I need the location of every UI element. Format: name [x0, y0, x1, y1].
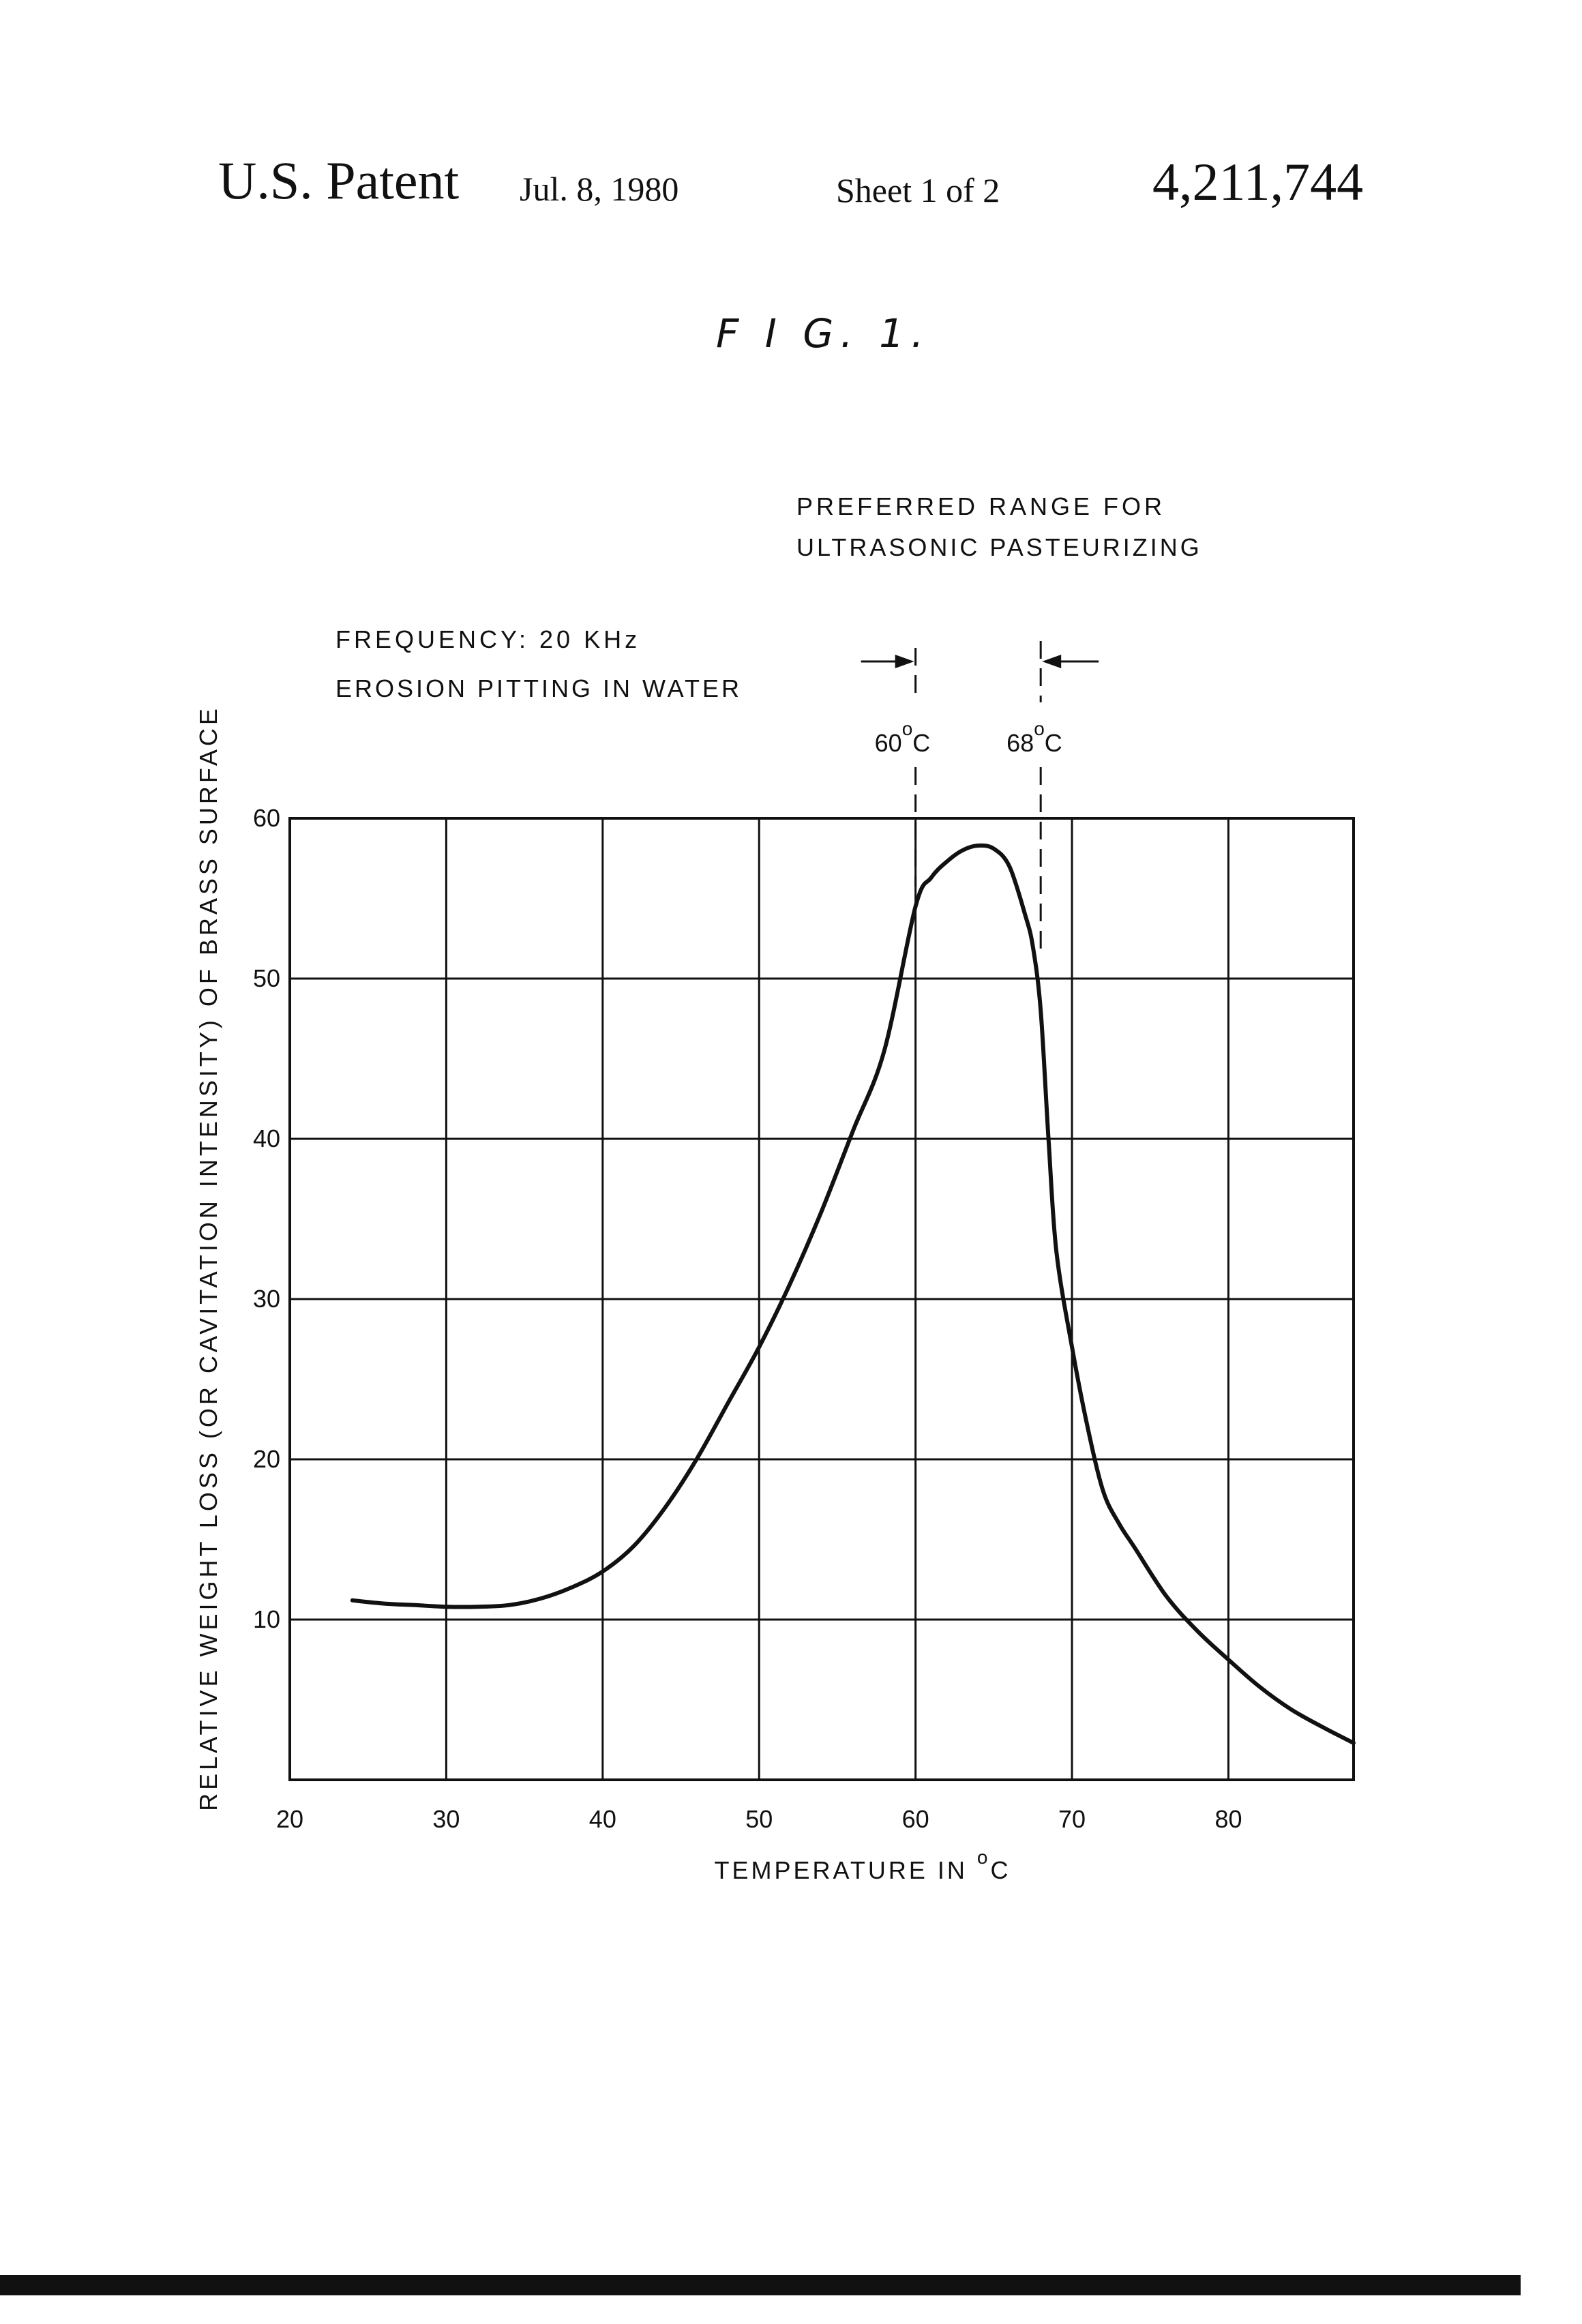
range-high-arrowhead: [1042, 655, 1061, 668]
y-tick-label: 20: [253, 1445, 280, 1473]
y-tick-label: 50: [253, 964, 280, 992]
frequency-note: FREQUENCY: 20 KHz: [335, 625, 640, 653]
range-low-arrowhead: [895, 655, 914, 668]
erosion-note: EROSION PITTING IN WATER: [335, 674, 742, 702]
x-tick-label: 40: [589, 1805, 616, 1833]
y-tick-labels: 10 20 30 40 50 60: [253, 804, 280, 1633]
x-tick-label: 30: [432, 1805, 460, 1833]
y-tick-label: 40: [253, 1124, 280, 1152]
y-tick-label: 60: [253, 804, 280, 832]
preferred-range-subtitle: ULTRASONIC PASTEURIZING: [796, 533, 1202, 561]
x-tick-label: 70: [1058, 1805, 1086, 1833]
series-line: [353, 846, 1354, 1743]
x-tick-label: 50: [745, 1805, 773, 1833]
x-tick-label: 60: [902, 1805, 929, 1833]
y-tick-label: 30: [253, 1285, 280, 1313]
x-tick-label: 20: [276, 1805, 303, 1833]
preferred-range-title: PREFERRED RANGE FOR: [796, 492, 1165, 520]
x-axis-label: TEMPERATURE IN oC: [715, 1847, 1011, 1884]
preferred-range-markers: 60oC 68oC: [861, 641, 1099, 955]
chart-grid: [290, 818, 1354, 1780]
x-tick-labels: 20 30 40 50 60 70 80: [276, 1805, 1242, 1833]
range-low-label: 60oC: [875, 718, 931, 757]
x-tick-label: 80: [1214, 1805, 1242, 1833]
range-high-label: 68oC: [1006, 718, 1062, 757]
y-tick-label: 10: [253, 1605, 280, 1633]
y-axis-label: RELATIVE WEIGHT LOSS (OR CAVITATION INTE…: [194, 705, 222, 1811]
page-bottom-bar: [0, 2275, 1521, 2295]
